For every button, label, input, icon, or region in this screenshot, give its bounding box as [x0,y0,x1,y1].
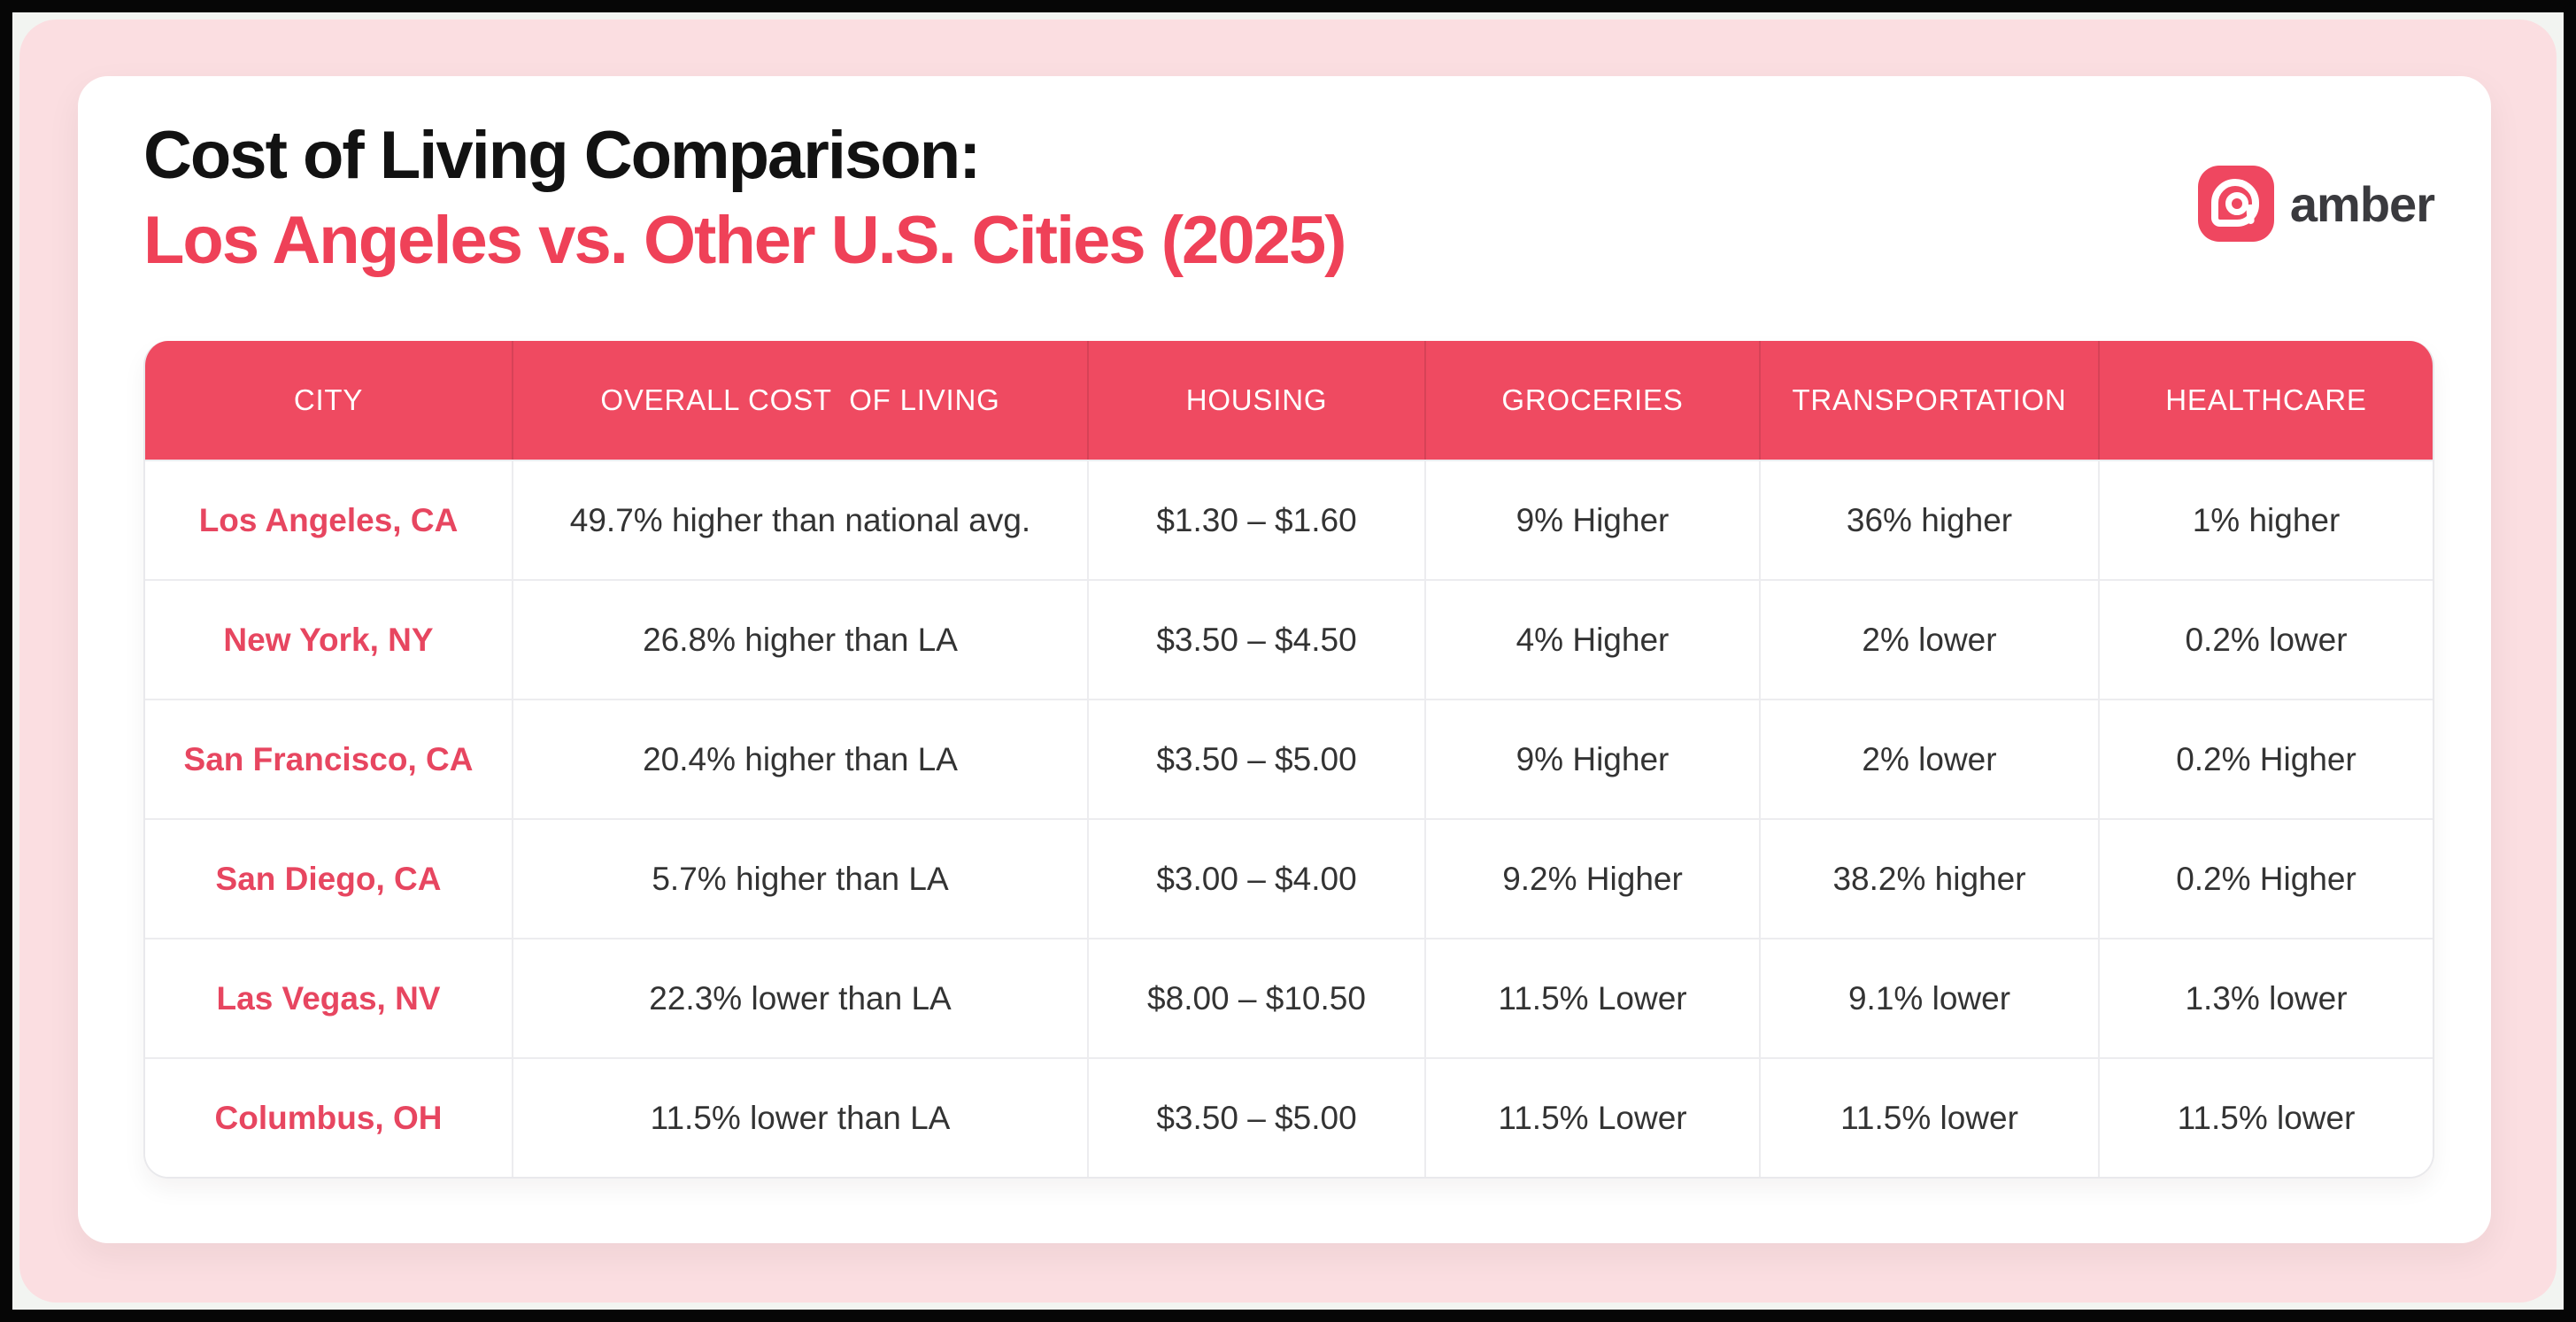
table-header-row: CITY OVERALL COST OF LIVING HOUSING GROC… [145,341,2433,460]
title-line-1: Cost of Living Comparison: [143,118,981,193]
table-cell-city: New York, NY [145,579,512,699]
column-header-housing: HOUSING [1087,341,1424,460]
table-cell-groceries: 9% Higher [1424,460,1759,579]
brand-wordmark: amber [2289,175,2435,232]
table-cell-housing: $3.50 – $5.00 [1087,1057,1424,1177]
table-cell-city: San Francisco, CA [145,699,512,818]
table-cell-overall: 22.3% lower than LA [512,938,1087,1057]
table-cell-housing: $3.00 – $4.00 [1087,818,1424,938]
table-cell-healthcare: 0.2% Higher [2098,699,2433,818]
table-cell-groceries: 9% Higher [1424,699,1759,818]
table-cell-groceries: 4% Higher [1424,579,1759,699]
table-cell-city: Columbus, OH [145,1057,512,1177]
table-cell-housing: $3.50 – $5.00 [1087,699,1424,818]
amber-a-icon-tail [2245,204,2255,225]
amber-a-icon-outer [2210,179,2259,227]
table-cell-healthcare: 0.2% lower [2098,579,2433,699]
amber-a-icon-inner [2225,192,2248,215]
table-cell-healthcare: 1% higher [2098,460,2433,579]
table-cell-transportation: 2% lower [1759,579,2098,699]
column-header-overall-cost: OVERALL COST OF LIVING [512,341,1087,460]
column-header-city: CITY [293,383,364,416]
cost-of-living-table: CITY OVERALL COST OF LIVING HOUSING GROC… [143,341,2434,1179]
table-cell-housing: $8.00 – $10.50 [1087,938,1424,1057]
column-header-healthcare: HEALTHCARE [2098,341,2433,460]
table-cell-groceries: 9.2% Higher [1424,818,1759,938]
table-cell-overall: 5.7% higher than LA [512,818,1087,938]
table-cell-overall: 26.8% higher than LA [512,579,1087,699]
amber-logo: amber [2197,166,2435,242]
table-cell-city: Las Vegas, NV [145,938,512,1057]
infographic-card: Cost of Living Comparison: Los Angeles v… [78,76,2491,1243]
amber-a-icon [2197,166,2274,242]
table-cell-housing: $3.50 – $4.50 [1087,579,1424,699]
table-cell-city: San Diego, CA [145,818,512,938]
table-cell-transportation: 36% higher [1759,460,2098,579]
table-cell-overall: 11.5% lower than LA [512,1057,1087,1177]
column-header-transportation: TRANSPORTATION [1759,341,2098,460]
table-cell-overall: 20.4% higher than LA [512,699,1087,818]
page-title: Cost of Living Comparison: Los Angeles v… [143,113,1346,283]
table-body: Los Angeles, CA 49.7% higher than nation… [145,460,2433,1177]
table-cell-city: Los Angeles, CA [145,460,512,579]
table-cell-groceries: 11.5% Lower [1424,1057,1759,1177]
table-cell-transportation: 2% lower [1759,699,2098,818]
table-cell-overall: 49.7% higher than national avg. [512,460,1087,579]
table-cell-healthcare: 1.3% lower [2098,938,2433,1057]
title-line-2: Los Angeles vs. Other U.S. Cities (2025) [143,203,1346,278]
table-cell-transportation: 9.1% lower [1759,938,2098,1057]
table-cell-transportation: 11.5% lower [1759,1057,2098,1177]
table-cell-healthcare: 11.5% lower [2098,1057,2433,1177]
column-header-groceries: GROCERIES [1424,341,1759,460]
table-cell-transportation: 38.2% higher [1759,818,2098,938]
table-cell-housing: $1.30 – $1.60 [1087,460,1424,579]
table-cell-groceries: 11.5% Lower [1424,938,1759,1057]
table-cell-healthcare: 0.2% Higher [2098,818,2433,938]
